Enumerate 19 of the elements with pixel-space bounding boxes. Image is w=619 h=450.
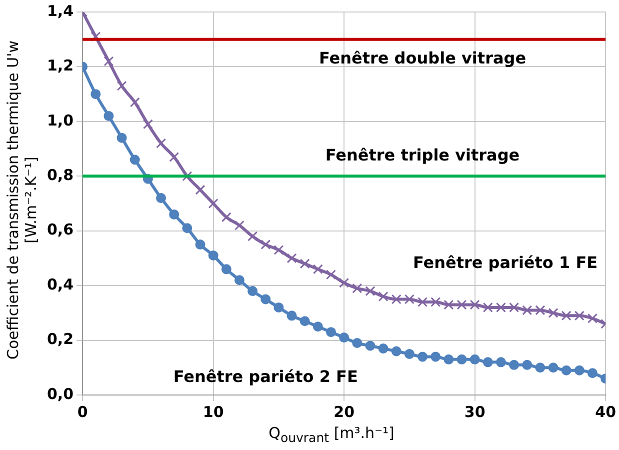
x-tick-label: 30 bbox=[464, 402, 486, 421]
ref-line-label: Fenêtre double vitrage bbox=[318, 48, 526, 68]
y-tick-label: 0,2 bbox=[46, 330, 74, 348]
y-tick-label: 0,8 bbox=[46, 166, 74, 184]
y-tick-label: 1,0 bbox=[46, 111, 74, 130]
y-tick-label: 0,4 bbox=[46, 275, 74, 294]
y-axis-title: Coefficient de transmission thermique U'w [W.m⁻².K⁻¹] bbox=[4, 40, 40, 360]
x-tick-label: 20 bbox=[334, 402, 355, 421]
x-tick-label: 10 bbox=[202, 402, 224, 421]
y-tick-label: 1,2 bbox=[46, 56, 74, 75]
y-tick-label: 1,4 bbox=[46, 2, 74, 20]
x-tick-label: 40 bbox=[595, 402, 616, 421]
x-axis-title: Q$_{ouvrant}$ [m³.h⁻¹] bbox=[268, 424, 396, 445]
x-tick-label: 0 bbox=[77, 402, 88, 421]
y-tick-label: 0,0 bbox=[46, 384, 74, 403]
series-label: Fenêtre pariéto 1 FE bbox=[412, 253, 598, 272]
ref-line-label: Fenêtre triple vitrage bbox=[325, 145, 520, 164]
y-tick-label: 0,6 bbox=[46, 220, 74, 239]
series-label: Fenêtre pariéto 2 FE bbox=[173, 366, 358, 386]
